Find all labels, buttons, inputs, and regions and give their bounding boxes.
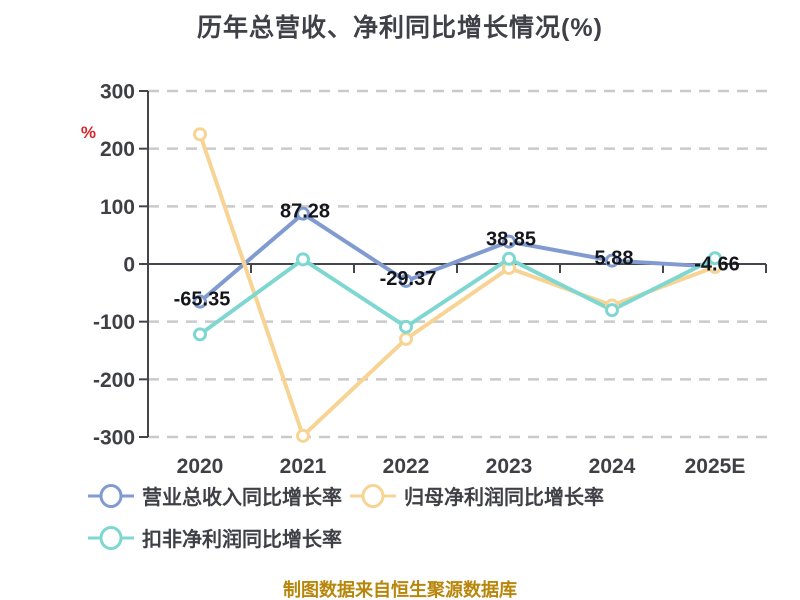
- data-label-2023: 38.85: [486, 229, 536, 251]
- data-point-s1-2020: [193, 127, 207, 142]
- legend-item-net-profit-growth[interactable]: 归母净利润同比增长率: [350, 481, 604, 510]
- legend-label-deducted-net-profit-growth: 扣非净利润同比增长率: [142, 529, 342, 551]
- series-line-2: [198, 256, 717, 337]
- data-point-s0-2020: [193, 294, 207, 309]
- data-point-s2-2021: [296, 252, 310, 267]
- legend-marker-deducted-net-profit-icon: [88, 525, 134, 550]
- data-point-s2-2022: [399, 319, 413, 334]
- data-point-s0-2021: [296, 206, 310, 221]
- x-tick-label: 2025E: [685, 455, 746, 478]
- legend-marker-net-profit-icon: [350, 483, 396, 508]
- data-point-s2-2023: [502, 251, 516, 266]
- legend-item-revenue-growth[interactable]: 营业总收入同比增长率: [88, 481, 342, 510]
- legend-label-net-profit-growth: 归母净利润同比增长率: [404, 487, 604, 509]
- data-point-s1-2021: [296, 428, 310, 443]
- data-point-s2-2020: [193, 327, 207, 342]
- data-point-s1-2022: [399, 331, 413, 346]
- data-source-note: 制图数据来自恒生聚源数据库: [283, 580, 517, 600]
- data-point-s2-2024: [605, 303, 619, 318]
- data-point-s0-2024: [605, 253, 619, 268]
- x-tick-label: 2024: [589, 455, 636, 478]
- data-label-2020: -65.35: [174, 289, 231, 311]
- data-label-2022: -29.37: [380, 268, 437, 290]
- y-tick-label: 100: [100, 196, 135, 219]
- y-tick-label: 0: [123, 254, 135, 277]
- data-point-s0-2023: [502, 234, 516, 249]
- data-label-2024: 5.88: [595, 248, 634, 270]
- x-tick-label: 2023: [486, 455, 533, 478]
- y-tick-label: 200: [100, 138, 135, 161]
- data-label-2021: 87.28: [280, 201, 330, 223]
- legend-item-deducted-net-profit-growth[interactable]: 扣非净利润同比增长率: [88, 523, 342, 552]
- legend-marker-revenue-icon: [88, 483, 134, 508]
- x-tick-label: 2020: [177, 455, 224, 478]
- chart-title: 历年总营收、净利同比增长情况(%): [197, 14, 603, 42]
- y-tick-label: -100: [93, 311, 135, 334]
- data-label-2025E: -4.66: [694, 254, 740, 276]
- data-point-s0-2022: [399, 273, 413, 288]
- legend-label-revenue-growth: 营业总收入同比增长率: [142, 487, 342, 509]
- y-tick-label: -300: [93, 427, 135, 450]
- y-axis-unit: %: [81, 123, 96, 142]
- series-line-0: [198, 211, 717, 304]
- x-tick-label: 2021: [280, 455, 327, 478]
- series-line-1: [198, 132, 717, 438]
- y-tick-label: -200: [93, 369, 135, 392]
- data-point-s2-2025E: [708, 251, 722, 266]
- x-tick-label: 2022: [383, 455, 430, 478]
- y-tick-label: 300: [100, 81, 135, 104]
